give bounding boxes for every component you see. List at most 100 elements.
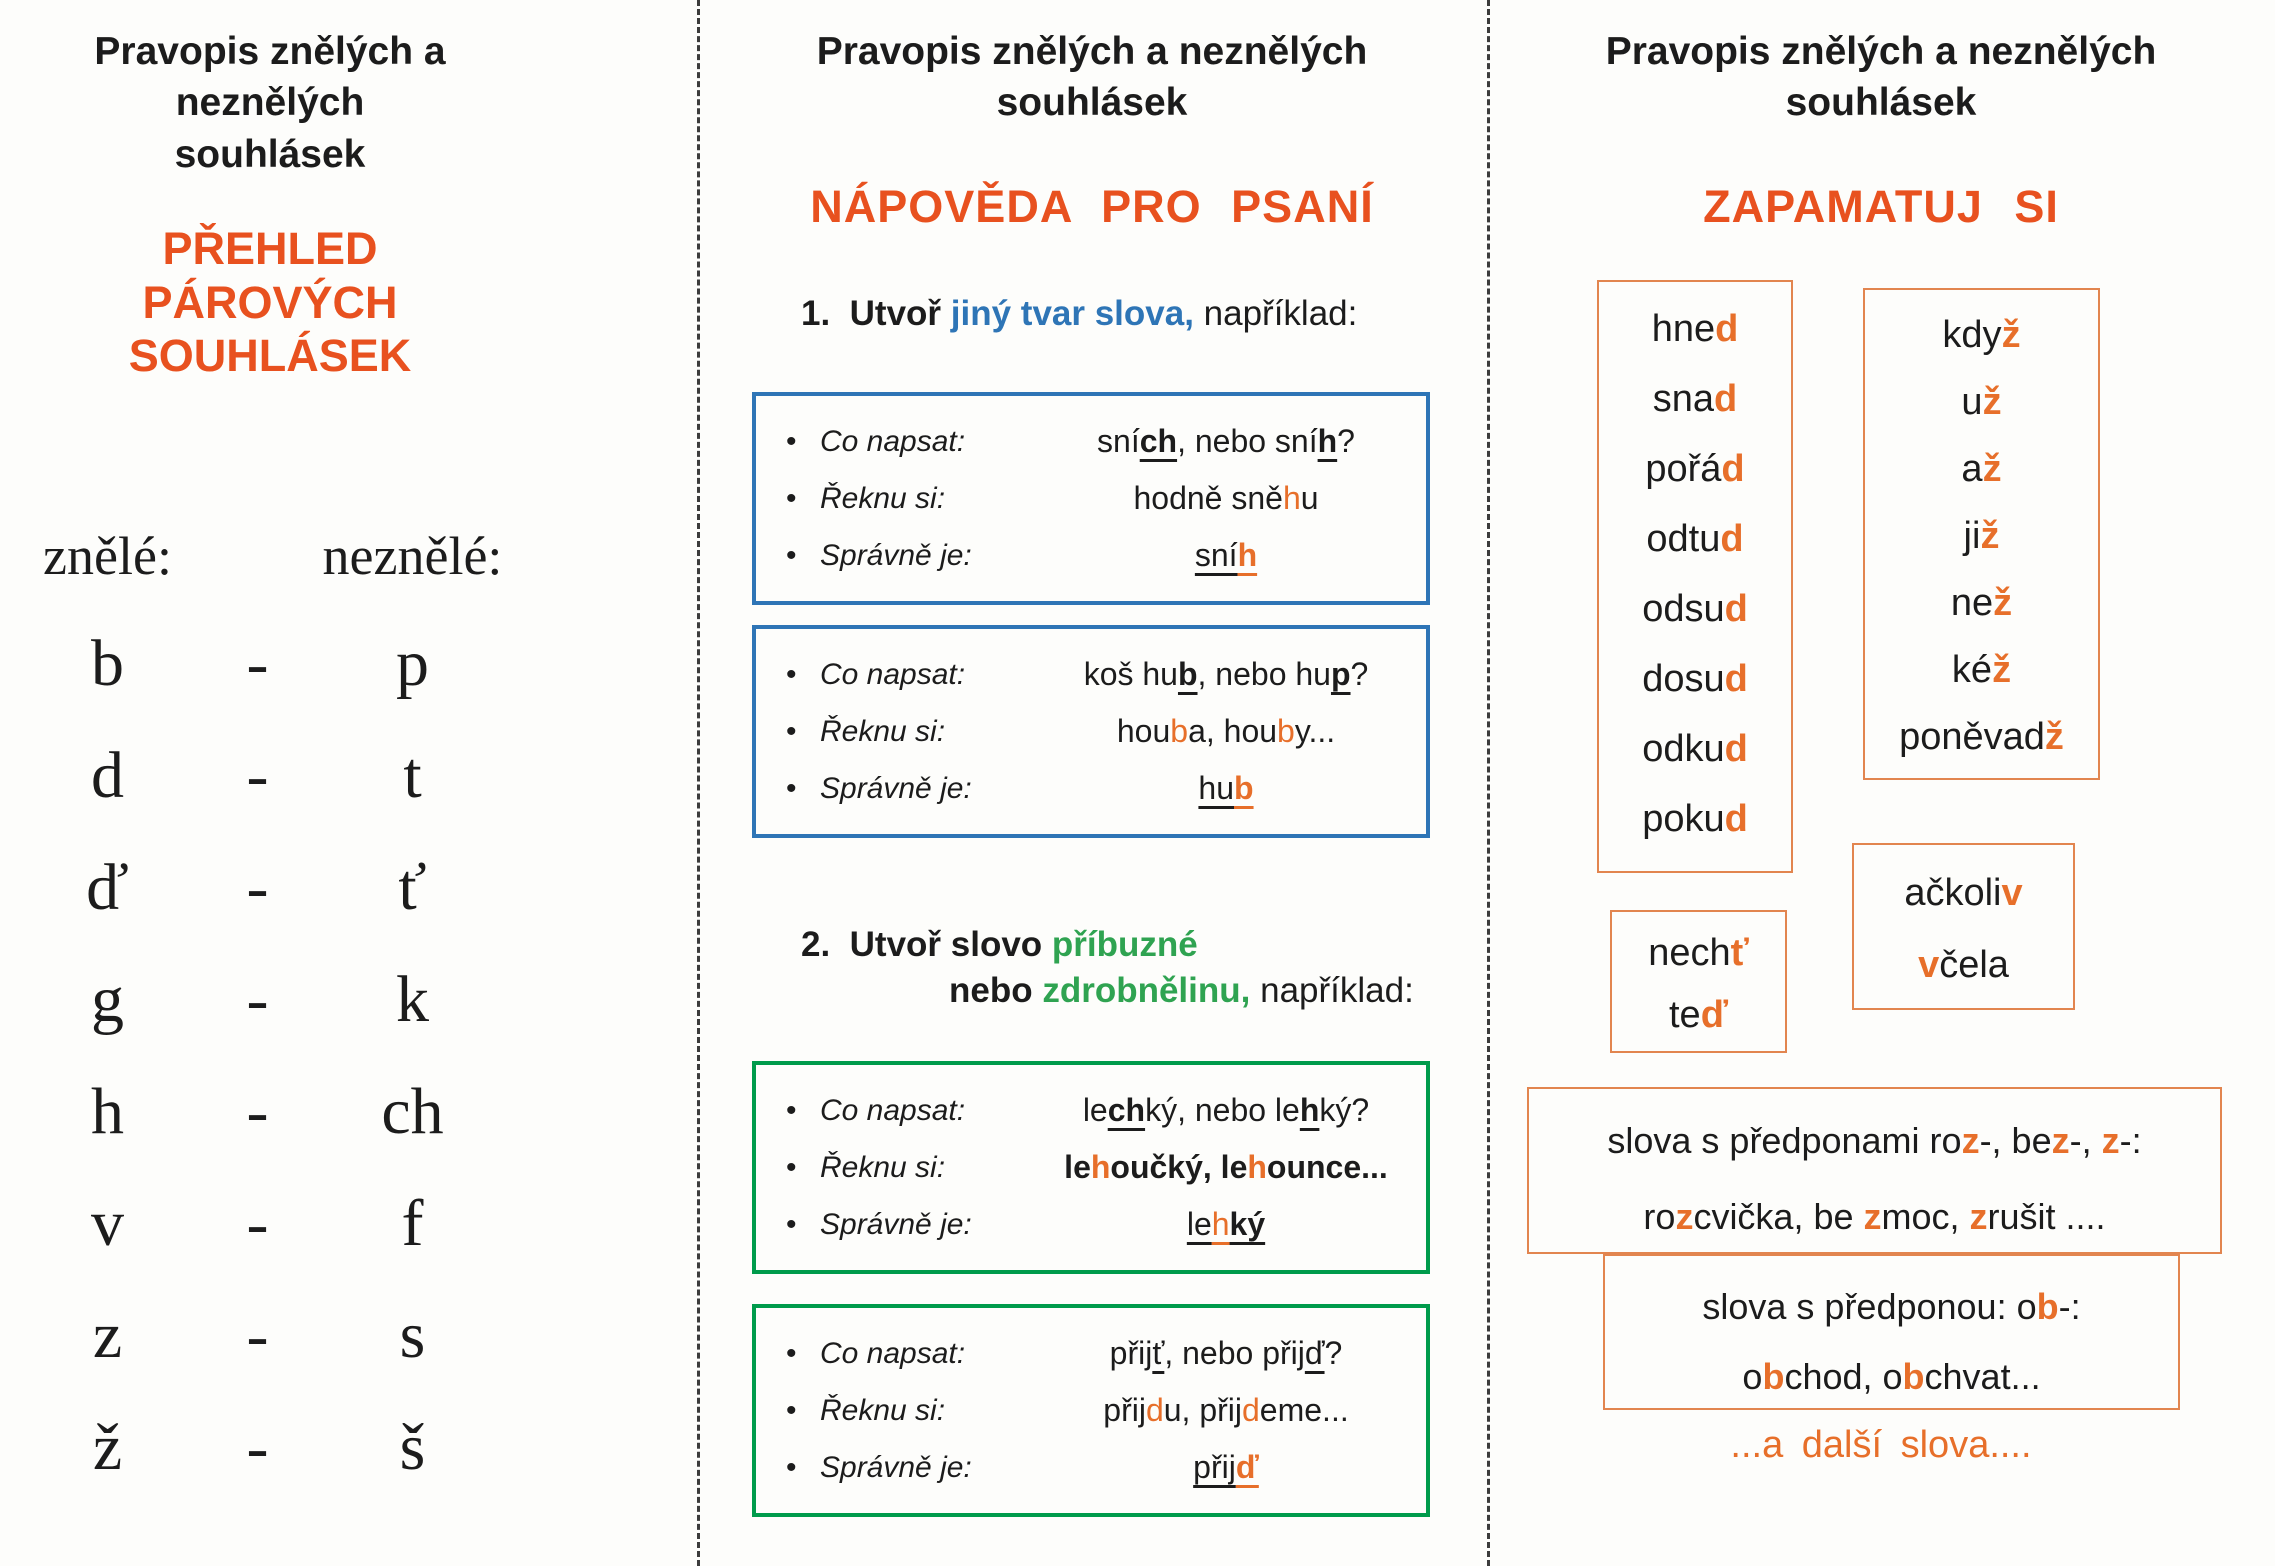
example-row: • Řeknu si: houba, houby... xyxy=(756,703,1426,760)
voiced-letter: v xyxy=(91,1186,124,1260)
bullet-icon: • xyxy=(786,1207,797,1241)
word: hned xyxy=(1651,308,1739,350)
voiced-letter: ž xyxy=(92,1410,123,1484)
prefix-box-roz-bez-z: slova s předponami roz-, bez-, z-: rozcv… xyxy=(1527,1087,2222,1254)
voiceless-letter: t xyxy=(403,738,422,812)
example-row: • Správně je: lehký xyxy=(756,1196,1426,1253)
voiced-letter: z xyxy=(92,1298,123,1372)
row-label: Co napsat: xyxy=(820,1093,966,1127)
panel-napoveda: Pravopis znělých a neznělých souhlásek N… xyxy=(697,0,1487,1566)
pair-dash: - xyxy=(246,962,269,1036)
word: nechť xyxy=(1648,932,1749,974)
dashed-fold-line-1 xyxy=(697,0,700,1566)
word: kéž xyxy=(1951,649,2012,691)
bullet-icon: • xyxy=(786,1450,797,1484)
bullet-icon: • xyxy=(786,714,797,748)
row-content: přijdu, přijdeme... xyxy=(1103,1392,1349,1429)
page-title-line1: Pravopis znělých a neznělých xyxy=(94,30,446,125)
example-row: • Správně je: hub xyxy=(756,760,1426,817)
pairs-table: znělé: neznělé: b - p d - t ď - ť g - xyxy=(0,514,540,1504)
dashed-fold-line-2 xyxy=(1487,0,1490,1566)
word: odkud xyxy=(1642,728,1748,770)
example-row: • Co napsat: lechký, nebo lehký? xyxy=(756,1082,1426,1139)
voiceless-letter: f xyxy=(401,1186,424,1260)
row-label: Řeknu si: xyxy=(820,714,946,748)
row-content: lehký xyxy=(1186,1206,1266,1243)
prefix-rule-line: slova s předponami roz-, bez-, z-: xyxy=(1607,1120,2142,1161)
row-content: lechký, nebo lehký? xyxy=(1082,1092,1370,1129)
bullet-icon: • xyxy=(786,657,797,691)
row-label: Řeknu si: xyxy=(820,481,946,515)
page-title-line2: souhlásek xyxy=(1785,81,1977,125)
voiced-letter: g xyxy=(91,962,124,1036)
pair-dash: - xyxy=(246,1410,269,1484)
word: pokud xyxy=(1642,798,1748,840)
word: když xyxy=(1942,314,2021,356)
example-row: • Co napsat: přijť, nebo přijď? xyxy=(756,1325,1426,1382)
voiced-letter: h xyxy=(91,1074,124,1148)
pair-row: b - p xyxy=(0,608,540,720)
row-label: Řeknu si: xyxy=(820,1393,946,1427)
word: včela xyxy=(1918,944,2009,986)
pair-dash: - xyxy=(246,1074,269,1148)
example-row: • Co napsat: koš hub, nebo hup? xyxy=(756,646,1426,703)
voiceless-letter: ť xyxy=(398,850,427,924)
example-box-prijd: • Co napsat: přijť, nebo přijď? • Řeknu … xyxy=(752,1304,1430,1518)
pair-dash: - xyxy=(246,1298,269,1372)
bullet-icon: • xyxy=(786,771,797,805)
pair-row: g - k xyxy=(0,944,540,1056)
pair-row: ž - š xyxy=(0,1392,540,1504)
voiceless-letter: s xyxy=(399,1298,426,1372)
word: odtud xyxy=(1646,518,1744,560)
pair-dash: - xyxy=(246,850,269,924)
remember-box-words-v: ačkoliv včela xyxy=(1852,843,2075,1010)
prefix-rule-line: slova s předponou: ob-: xyxy=(1702,1286,2081,1327)
word: až xyxy=(1961,448,2002,490)
pairs-header-row: znělé: neznělé: xyxy=(0,514,540,598)
row-content: sních, nebo sníh? xyxy=(1097,423,1355,460)
row-content: přijť, nebo přijď? xyxy=(1109,1335,1343,1372)
heading-line1: PŘEHLED xyxy=(162,223,378,275)
example-row: • Správně je: sníh xyxy=(756,527,1426,584)
row-label: Řeknu si: xyxy=(820,1150,946,1184)
word: snad xyxy=(1652,378,1738,420)
pair-dash: - xyxy=(246,1186,269,1260)
row-label: Co napsat: xyxy=(820,657,966,691)
prefix-examples-line: rozcvička, be zmoc, zrušit .... xyxy=(1643,1196,2106,1237)
word: ačkoliv xyxy=(1904,872,2023,914)
row-label: Správně je: xyxy=(820,1450,972,1484)
pair-row: d - t xyxy=(0,720,540,832)
voiced-letter: b xyxy=(91,626,124,700)
word: teď xyxy=(1668,994,1728,1036)
row-label: Správně je: xyxy=(820,1207,972,1241)
step2-heading-line1: 2. Utvoř slovo příbuzné xyxy=(801,925,1198,965)
voiceless-column-header: neznělé: xyxy=(322,525,503,586)
row-content: přijď xyxy=(1193,1449,1259,1486)
heading-line2: PÁROVÝCH SOUHLÁSEK xyxy=(128,276,412,381)
row-label: Co napsat: xyxy=(820,1336,966,1370)
example-box-snih: • Co napsat: sních, nebo sníh? • Řeknu s… xyxy=(752,392,1430,606)
page-title-line1: Pravopis znělých a neznělých xyxy=(1605,30,2157,73)
bullet-icon: • xyxy=(786,1336,797,1370)
footer-note: ...a další slova.... xyxy=(1730,1424,2032,1466)
word: už xyxy=(1961,381,2002,423)
page-title: Pravopis znělých a neznělých souhlásek xyxy=(0,26,540,180)
row-content: lehoučký, lehounce... xyxy=(1064,1149,1388,1186)
bullet-icon: • xyxy=(786,481,797,515)
row-label: Co napsat: xyxy=(820,424,966,458)
voiceless-letter: ch xyxy=(381,1074,444,1148)
word: dosud xyxy=(1642,658,1748,700)
page-title: Pravopis znělých a neznělých souhlásek xyxy=(697,26,1487,129)
example-row: • Řeknu si: hodně sněhu xyxy=(756,470,1426,527)
voiceless-letter: k xyxy=(396,962,429,1036)
row-content: houba, houby... xyxy=(1116,713,1336,750)
example-row: • Co napsat: sních, nebo sníh? xyxy=(756,413,1426,470)
page-title-line2: souhlásek xyxy=(174,132,366,176)
remember-box-soft-consonants: nechť teď xyxy=(1610,910,1787,1053)
step1-heading: 1. Utvoř jiný tvar slova, například: xyxy=(801,293,1358,333)
remember-box-words-d: hned snad pořád odtud odsud dosud odkud … xyxy=(1597,280,1793,873)
bullet-icon: • xyxy=(786,424,797,458)
page-title-line1: Pravopis znělých a neznělých xyxy=(816,30,1368,73)
pair-row: v - f xyxy=(0,1168,540,1280)
